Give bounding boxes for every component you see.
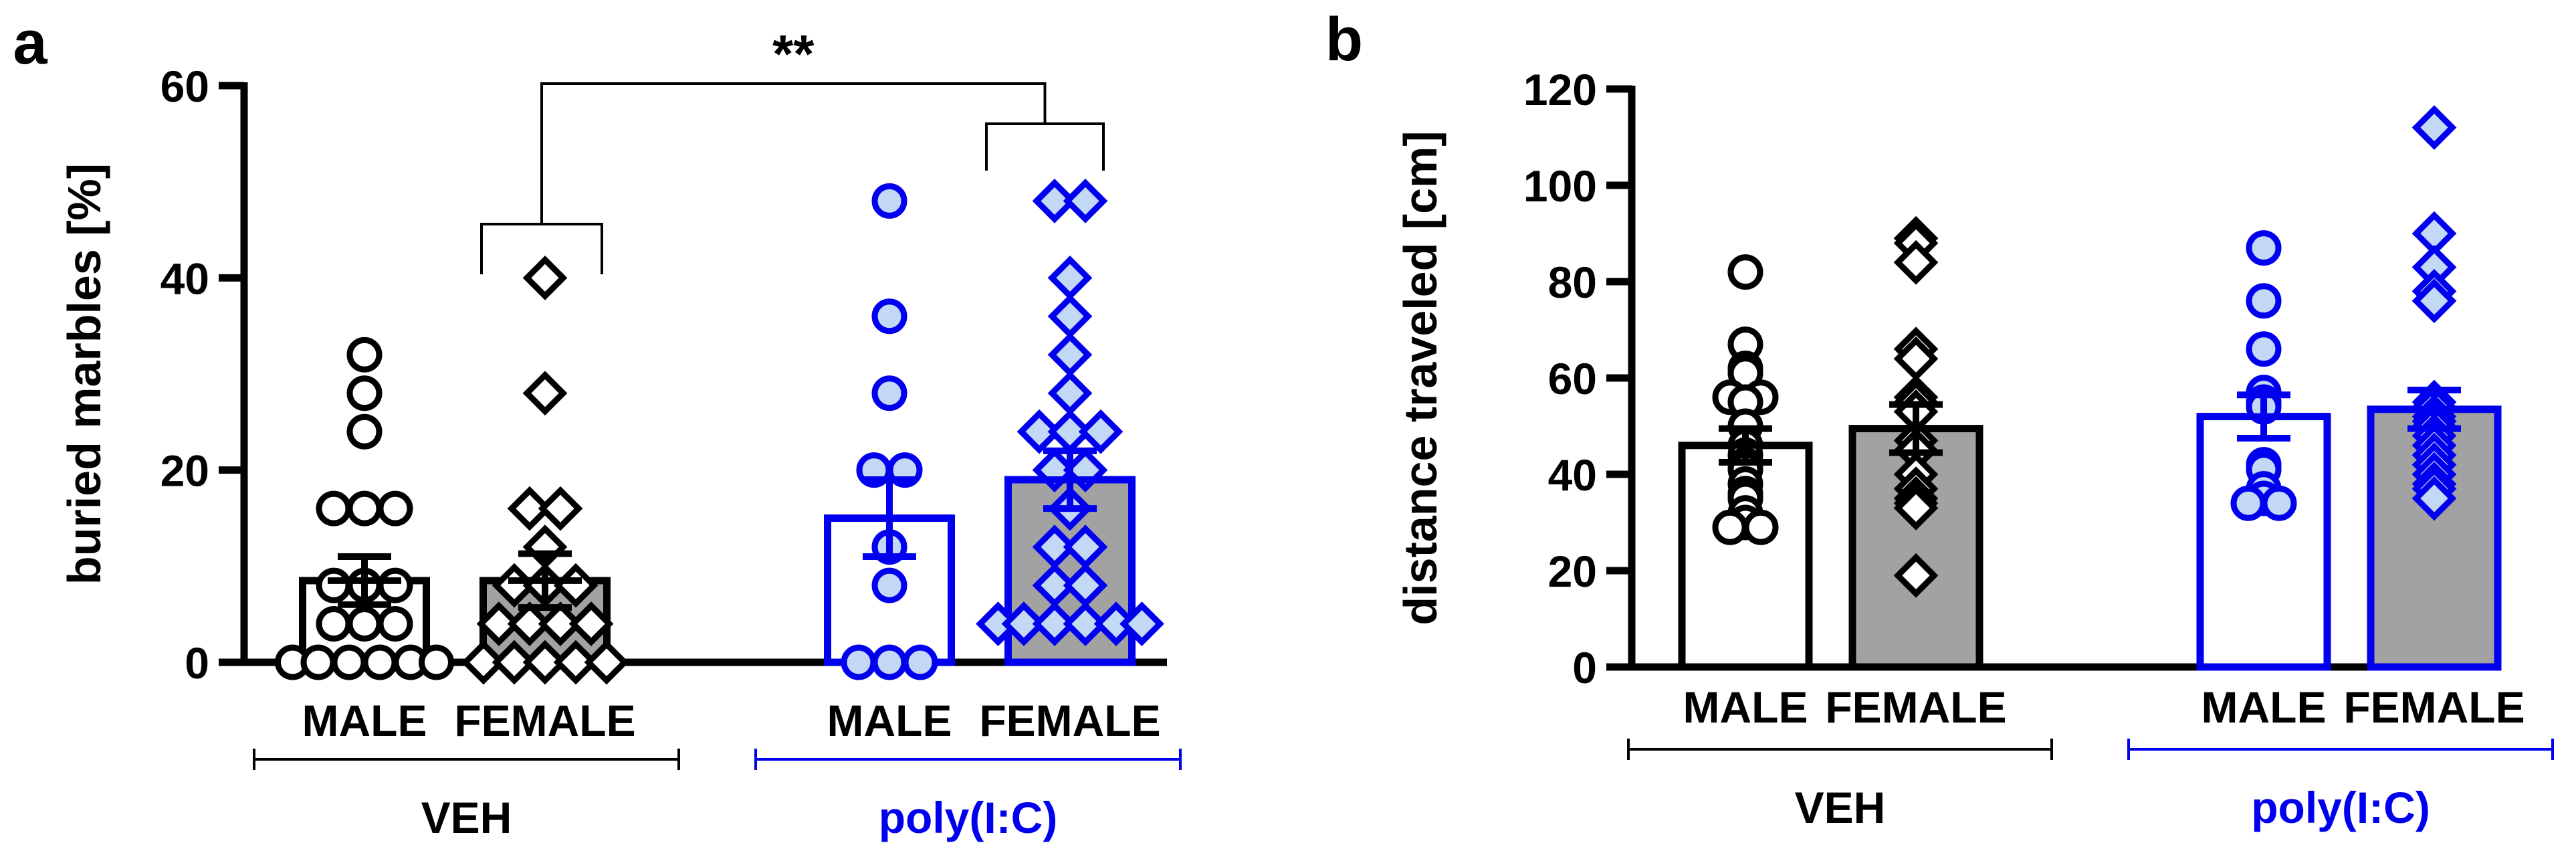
significance-label: ** (772, 24, 815, 84)
data-point (362, 644, 398, 680)
data-point (522, 640, 568, 685)
data-point (871, 298, 907, 335)
data-point (1016, 409, 1062, 454)
data-point (1047, 332, 1093, 377)
data-point (1893, 240, 1939, 285)
data-point (377, 567, 413, 603)
data-point (1047, 255, 1093, 300)
data-point (316, 606, 352, 642)
x-tick-label: FEMALE (2343, 682, 2525, 732)
data-point (461, 640, 506, 685)
data-point (902, 644, 938, 680)
y-axis-label: buried marbles [%] (58, 163, 110, 585)
data-point (1047, 294, 1093, 339)
data-point (2246, 230, 2282, 266)
data-point (1743, 509, 1779, 545)
y-tick-label: 120 (1523, 65, 1597, 114)
data-point (346, 337, 383, 373)
data-point (2411, 278, 2457, 324)
data-point (346, 375, 383, 411)
y-axis-label: distance traveled [cm] (1394, 130, 1446, 625)
data-point (1032, 179, 1077, 223)
y-tick-label: 0 (1572, 643, 1597, 692)
data-point (316, 490, 352, 527)
data-point (331, 644, 367, 680)
x-tick-label: FEMALE (1825, 682, 2006, 732)
data-point (1063, 179, 1108, 223)
x-tick-label: MALE (2202, 682, 2327, 732)
data-point (2246, 283, 2282, 319)
data-point (871, 644, 907, 680)
data-point (1727, 254, 1763, 290)
data-point (1893, 486, 1939, 531)
y-tick-label: 20 (1548, 547, 1597, 596)
data-point (377, 606, 413, 642)
data-point (1119, 601, 1164, 646)
group-label: poly(I:C) (2251, 783, 2430, 832)
data-point (1001, 601, 1047, 646)
y-tick-label: 40 (160, 254, 209, 303)
data-point (538, 486, 583, 531)
group-label: VEH (1795, 783, 1886, 832)
data-point (2411, 105, 2457, 150)
data-point (871, 567, 907, 603)
data-point (419, 644, 454, 680)
significance-sub-bracket (985, 122, 1105, 171)
data-point (346, 413, 383, 450)
x-tick-label: MALE (302, 696, 427, 745)
data-point (2230, 485, 2266, 521)
data-point (300, 644, 336, 680)
data-point (1893, 553, 1939, 598)
data-point (871, 375, 907, 411)
data-point (841, 644, 877, 680)
y-tick-label: 100 (1523, 161, 1597, 211)
group-label: poly(I:C) (879, 793, 1058, 842)
data-point (1078, 409, 1123, 454)
significance-bracket (540, 82, 1047, 224)
data-point (492, 640, 537, 685)
data-point (377, 490, 413, 527)
data-point (584, 640, 629, 685)
panel-label: a (13, 9, 47, 77)
x-tick-label: MALE (1683, 682, 1808, 732)
data-point (1063, 601, 1108, 646)
group-label: VEH (421, 793, 512, 842)
data-point (1712, 509, 1748, 545)
x-tick-label: FEMALE (979, 696, 1160, 745)
data-point (316, 567, 352, 603)
data-point (871, 183, 907, 219)
y-tick-label: 60 (160, 62, 209, 111)
data-point (522, 255, 568, 300)
data-point (507, 486, 552, 531)
data-point (346, 490, 383, 527)
data-point (2261, 485, 2297, 521)
data-point (2246, 331, 2282, 367)
data-point (568, 601, 614, 646)
y-tick-label: 80 (1548, 258, 1597, 307)
data-point (476, 601, 522, 646)
data-point (2411, 476, 2457, 521)
y-tick-label: 20 (160, 446, 209, 496)
data-point (538, 601, 583, 646)
data-point (346, 606, 383, 642)
data-point (1047, 371, 1093, 416)
panel-label: b (1325, 5, 1363, 74)
data-point (1032, 601, 1077, 646)
data-point (522, 371, 568, 416)
y-tick-label: 0 (185, 638, 209, 688)
x-tick-label: FEMALE (454, 696, 635, 745)
x-tick-label: MALE (827, 696, 952, 745)
y-tick-label: 40 (1548, 450, 1597, 500)
data-point (507, 601, 552, 646)
y-tick-label: 60 (1548, 354, 1597, 403)
data-point (553, 640, 599, 685)
